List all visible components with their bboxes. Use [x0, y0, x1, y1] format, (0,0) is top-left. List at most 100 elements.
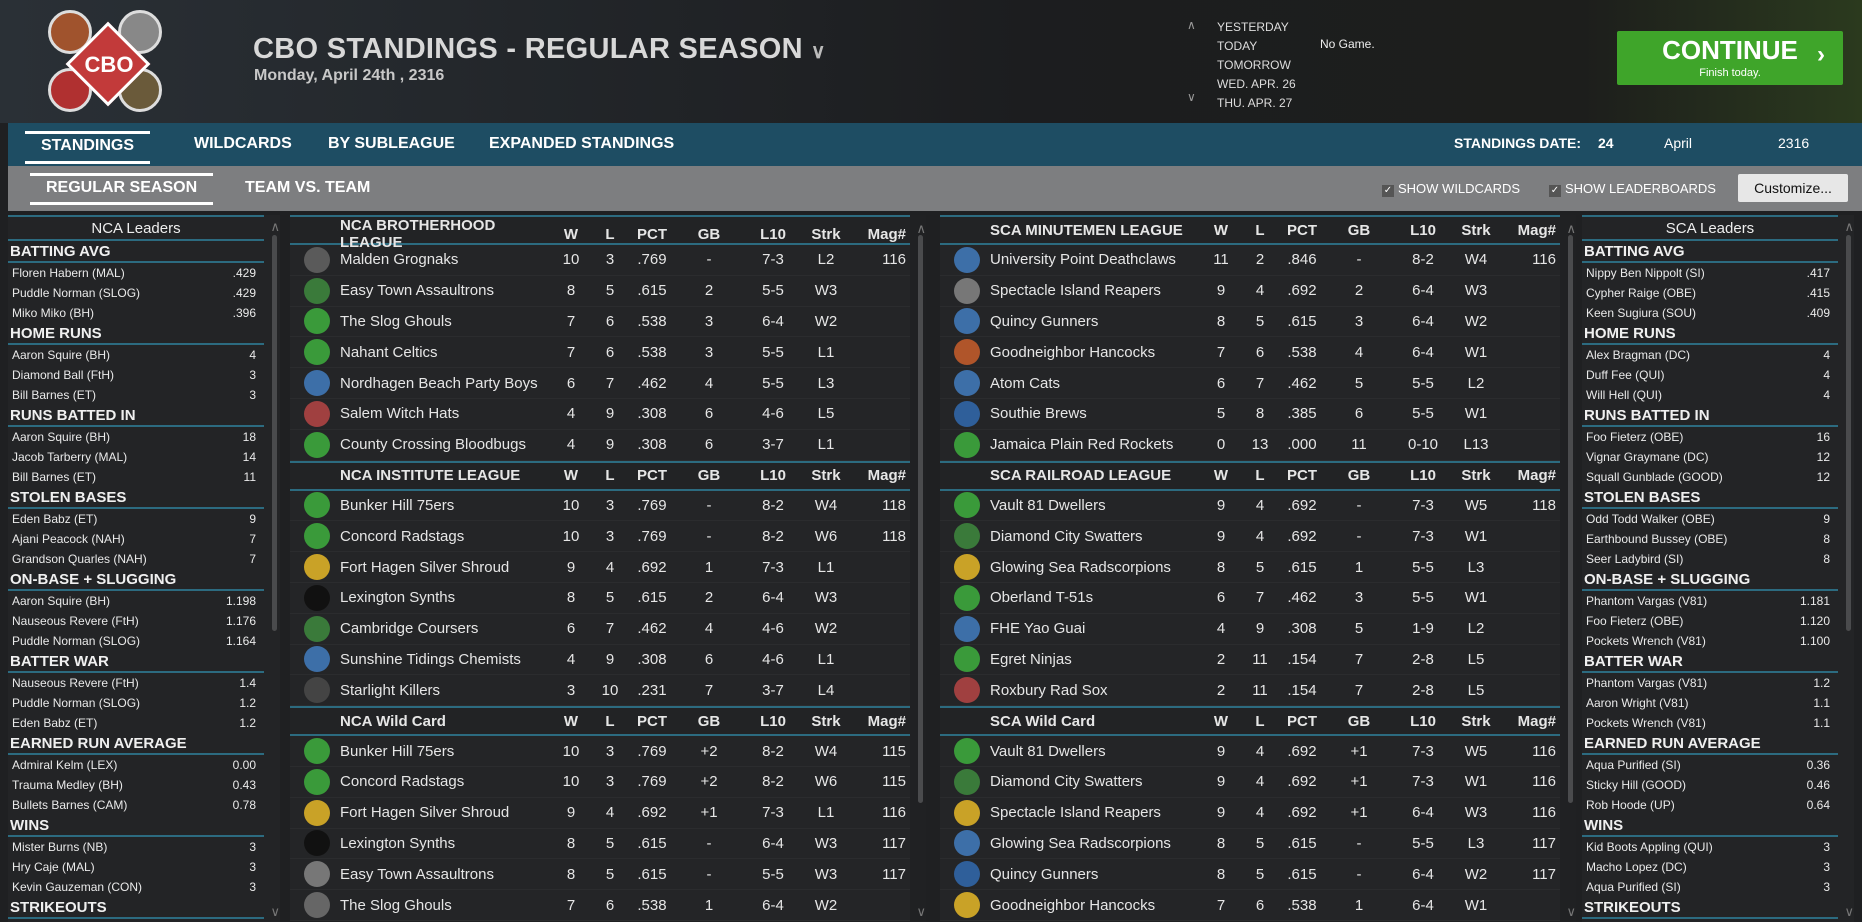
schedule-day[interactable]: WED. APR. 26 [1217, 77, 1296, 91]
column-header[interactable]: PCT [1287, 467, 1317, 485]
column-header[interactable]: Strk [1461, 712, 1491, 730]
team-name[interactable]: Malden Grognaks [340, 251, 459, 269]
team-row[interactable]: Bunker Hill 75ers 10 3 .769 +2 8-2 W4 115 [290, 736, 910, 767]
tab-standings[interactable]: STANDINGS [25, 131, 151, 164]
column-header[interactable]: Strk [811, 467, 841, 485]
team-row[interactable]: Vault 81 Dwellers 9 4 .692 - 7-3 W5 118 [940, 490, 1560, 522]
team-row[interactable]: Fort Hagen Silver Shroud 9 4 .692 +1 7-3 L1 116 [290, 797, 910, 829]
team-row[interactable]: University Point Deathclaws 11 2 .846 - 8-2 W4… [940, 245, 1560, 276]
column-header[interactable]: Strk [1461, 221, 1491, 239]
column-header[interactable]: Mag# [1517, 221, 1556, 239]
team-row[interactable]: Oberland T-51s 6 7 .462 3 5-5 W1 [940, 582, 1560, 614]
show-leaderboards-checkbox[interactable]: ✓ SHOW LEADERBOARDS [1549, 181, 1716, 197]
team-name[interactable]: Salem Witch Hats [340, 405, 460, 423]
team-row[interactable]: Easy Town Assaultrons 8 5 .615 - 5-5 W3 117 [290, 859, 910, 891]
scrollbar[interactable] [272, 235, 278, 895]
column-header[interactable]: PCT [1287, 221, 1317, 239]
column-header[interactable]: GB [1347, 712, 1371, 730]
team-row[interactable]: Jamaica Plain Red Rockets 0 13 .000 11 0-10 L1… [940, 429, 1560, 461]
team-row[interactable]: Glowing Sea Radscorpions 8 5 .615 1 5-5 L3 [940, 552, 1560, 583]
column-header[interactable]: L [1255, 467, 1265, 485]
team-name[interactable]: Goodneighbor Hancocks [990, 896, 1156, 914]
column-header[interactable]: PCT [637, 467, 667, 485]
chevron-down-icon[interactable]: ∨ [1187, 90, 1196, 104]
team-row[interactable]: Diamond City Swatters 9 4 .692 +1 7-3 W1 116 [940, 766, 1560, 798]
team-name[interactable]: Glowing Sea Radscorpions [990, 558, 1171, 576]
column-header[interactable]: Mag# [867, 712, 906, 730]
team-row[interactable]: Starlight Killers 3 10 .231 7 3-7 L4 [290, 675, 910, 707]
team-name[interactable]: Vault 81 Dwellers [990, 496, 1106, 514]
leader-row[interactable]: Aqua Purified (SI) 0.36 [1582, 755, 1838, 775]
column-header[interactable]: L10 [1410, 712, 1436, 730]
team-row[interactable]: FHE Yao Guai 4 9 .308 5 1-9 L2 [940, 613, 1560, 645]
column-header[interactable]: L10 [760, 712, 786, 730]
leader-row[interactable]: Kevin Gauzeman (CON) 3 [8, 877, 264, 897]
team-row[interactable]: Cambridge Coursers 6 7 .462 4 4-6 W2 [290, 613, 910, 645]
schedule-today[interactable]: TODAY [1217, 39, 1258, 53]
standings-date-year[interactable]: 2316 [1778, 135, 1810, 151]
team-row[interactable]: Goodneighbor Hancocks 7 6 .538 4 6-4 W1 [940, 337, 1560, 369]
leader-row[interactable]: Kid Boots Appling (QUI) 3 [1582, 837, 1838, 857]
column-header[interactable]: Mag# [867, 467, 906, 485]
team-name[interactable]: Spectacle Island Reapers [990, 282, 1161, 300]
leader-row[interactable]: Earthbound Bussey (OBE) 8 [1582, 529, 1838, 549]
team-row[interactable]: Bunker Hill 75ers 10 3 .769 - 8-2 W4 118 [290, 490, 910, 522]
team-row[interactable]: Diamond City Swatters 9 4 .692 - 7-3 W1 [940, 521, 1560, 553]
team-row[interactable]: Goodneighbor Hancocks 7 6 .538 1 6-4 W1 [940, 890, 1560, 921]
leader-row[interactable]: Puddle Norman (SLOG) 1.2 [8, 693, 264, 713]
leader-row[interactable]: Aqua Purified (SI) 3 [1582, 877, 1838, 897]
scroll-up-icon[interactable]: ∧ [916, 221, 926, 236]
leader-row[interactable]: Pockets Wrench (V81) 1.100 [1582, 631, 1838, 651]
leader-row[interactable]: Nauseous Revere (FtH) 1.4 [8, 673, 264, 693]
team-row[interactable]: Easy Town Assaultrons 8 5 .615 2 5-5 W3 [290, 275, 910, 307]
leader-row[interactable]: Aaron Squire (BH) 18 [8, 427, 264, 447]
team-name[interactable]: Easy Town Assaultrons [340, 282, 494, 300]
leader-row[interactable]: Hry Caje (MAL) 3 [8, 857, 264, 877]
team-name[interactable]: Bunker Hill 75ers [340, 496, 455, 514]
column-header[interactable]: Strk [811, 712, 841, 730]
leader-row[interactable]: Sticky Hill (GOOD) 0.46 [1582, 775, 1838, 795]
leader-row[interactable]: Puddle Norman (SLOG) 1.164 [8, 631, 264, 651]
column-header[interactable]: PCT [637, 225, 667, 243]
show-wildcards-checkbox[interactable]: ✓ SHOW WILDCARDS [1382, 181, 1520, 197]
team-name[interactable]: Fort Hagen Silver Shroud [340, 804, 510, 822]
team-name[interactable]: Lexington Synths [340, 834, 456, 852]
team-name[interactable]: Roxbury Rad Sox [990, 681, 1108, 699]
column-header[interactable]: GB [697, 467, 721, 485]
leader-row[interactable]: Bill Barnes (ET) 3 [8, 385, 264, 405]
leader-row[interactable]: Foo Fieterz (OBE) 16 [1582, 427, 1838, 447]
column-header[interactable]: L [1255, 221, 1265, 239]
team-row[interactable]: Salem Witch Hats 4 9 .308 6 4-6 L5 [290, 398, 910, 430]
leader-row[interactable]: Aaron Squire (BH) 4 [8, 345, 264, 365]
team-name[interactable]: Jamaica Plain Red Rockets [990, 436, 1174, 454]
team-name[interactable]: Diamond City Swatters [990, 773, 1143, 791]
leader-row[interactable]: Bill Barnes (ET) 11 [8, 467, 264, 487]
leader-row[interactable]: Alex Bragman (DC) 4 [1582, 345, 1838, 365]
leader-row[interactable]: Foo Fieterz (OBE) 1.120 [1582, 611, 1838, 631]
page-title[interactable]: CBO STANDINGS - REGULAR SEASON ∨ [253, 33, 826, 66]
team-name[interactable]: Concord Radstags [340, 527, 465, 545]
leader-row[interactable]: Jacob Tarberry (MAL) 14 [8, 447, 264, 467]
column-header[interactable]: GB [1347, 221, 1371, 239]
scroll-down-icon[interactable]: ∨ [1566, 904, 1576, 919]
scrollbar[interactable] [1846, 235, 1852, 895]
column-header[interactable]: L [605, 712, 615, 730]
team-name[interactable]: Nahant Celtics [340, 343, 438, 361]
team-row[interactable]: County Crossing Bloodbugs 4 9 .308 6 3-7 L1 [290, 429, 910, 461]
leader-row[interactable]: Grandson Quarles (NAH) 7 [8, 549, 264, 569]
team-row[interactable]: Atom Cats 6 7 .462 5 5-5 L2 [940, 368, 1560, 399]
column-header[interactable]: L [605, 467, 615, 485]
team-row[interactable]: Lexington Synths 8 5 .615 2 6-4 W3 [290, 582, 910, 614]
leader-row[interactable]: Odd Todd Walker (OBE) 9 [1582, 509, 1838, 529]
team-row[interactable]: The Slog Ghouls 7 6 .538 1 6-4 W2 [290, 890, 910, 921]
scrollbar[interactable] [1568, 235, 1574, 895]
column-header[interactable]: L10 [760, 467, 786, 485]
scroll-up-icon[interactable]: ∧ [1844, 219, 1854, 234]
team-name[interactable]: Quincy Gunners [990, 312, 1099, 330]
tab-expanded-standings[interactable]: EXPANDED STANDINGS [489, 135, 675, 152]
column-header[interactable]: L10 [1410, 467, 1436, 485]
column-header[interactable]: L [605, 225, 615, 243]
scroll-down-icon[interactable]: ∨ [1844, 904, 1854, 919]
column-header[interactable]: W [1213, 712, 1229, 730]
team-row[interactable]: Quincy Gunners 8 5 .615 3 6-4 W2 [940, 306, 1560, 338]
